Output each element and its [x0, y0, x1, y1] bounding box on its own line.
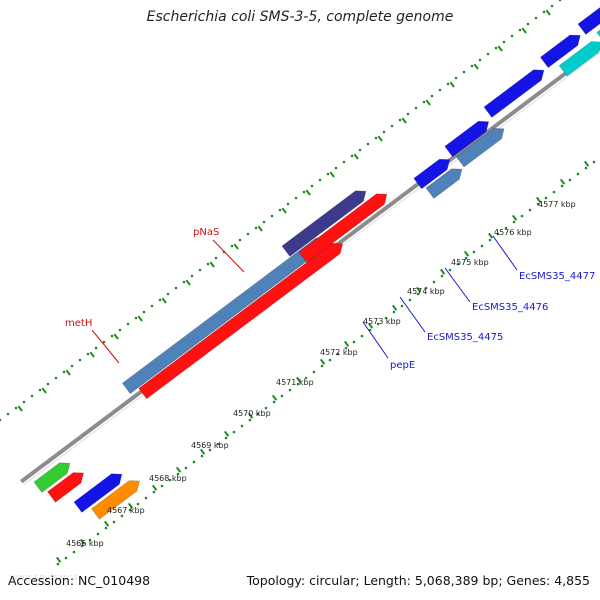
gene-label-EcSMS35_4476: EcSMS35_4476	[472, 302, 548, 313]
scale-tick-label: 4575 kbp	[451, 258, 489, 267]
scale-tick-label: 4573 kbp	[363, 317, 401, 326]
scale-tick-label: 4567 kbp	[107, 506, 145, 515]
gene-label-metH: metH	[65, 318, 92, 329]
scale-tick-label: 4568 kbp	[149, 474, 187, 483]
pNaS-gene-block[interactable]	[281, 190, 367, 257]
scale-tick-label: 4572 kbp	[320, 348, 358, 357]
pepE-gene-block[interactable]	[425, 168, 463, 199]
feature-arrow[interactable]	[47, 472, 84, 503]
gene-label-EcSMS35_4475: EcSMS35_4475	[427, 332, 503, 343]
genome-summary-text: Topology: circular; Length: 5,068,389 bp…	[246, 573, 590, 588]
feature-arrow[interactable]	[539, 34, 581, 69]
feature-arrow[interactable]	[73, 473, 123, 513]
EcSMS35_4475-gene-block[interactable]	[455, 128, 505, 168]
scale-tick-label: 4566 kbp	[66, 539, 104, 548]
scale-tick-label: 4577 kbp	[538, 200, 576, 209]
gene-label-EcSMS35_4477: EcSMS35_4477	[519, 271, 595, 282]
feature-arrow[interactable]	[444, 120, 490, 158]
scale-tick-label: 4574 kbp	[407, 287, 445, 296]
feature-arrow[interactable]	[33, 462, 71, 493]
map-title: Escherichia coli SMS-3-5, complete genom…	[146, 9, 454, 25]
gene-label-pNaS: pNaS	[193, 227, 219, 238]
EcSMS35_4476-gene-block[interactable]	[558, 41, 600, 77]
outer-dotted-track	[0, 0, 562, 422]
accession-text: Accession: NC_010498	[8, 573, 151, 588]
scale-tick-label: 4576 kbp	[494, 228, 532, 237]
metH-gene-block[interactable]	[121, 237, 327, 395]
gene-label-pepE: pepE	[390, 360, 415, 371]
scale-tick-label: 4570 kbp	[233, 409, 271, 418]
metH-strand-block[interactable]	[138, 242, 344, 400]
feature-arrow[interactable]	[483, 69, 545, 118]
watermark-logo: www.cgview.ca	[10, 573, 78, 583]
feature-arrow[interactable]	[91, 480, 140, 520]
feature-arrow[interactable]	[413, 158, 451, 190]
feature-arrow[interactable]	[577, 0, 600, 35]
EcSMS35_4477-gene-block[interactable]	[596, 8, 600, 42]
scale-tick-label: 4571 kbp	[276, 378, 314, 387]
scale-tick-label: 4569 kbp	[191, 441, 229, 450]
pNaS-strand-block[interactable]	[298, 193, 388, 263]
inner-dotted-track	[56, 160, 596, 566]
